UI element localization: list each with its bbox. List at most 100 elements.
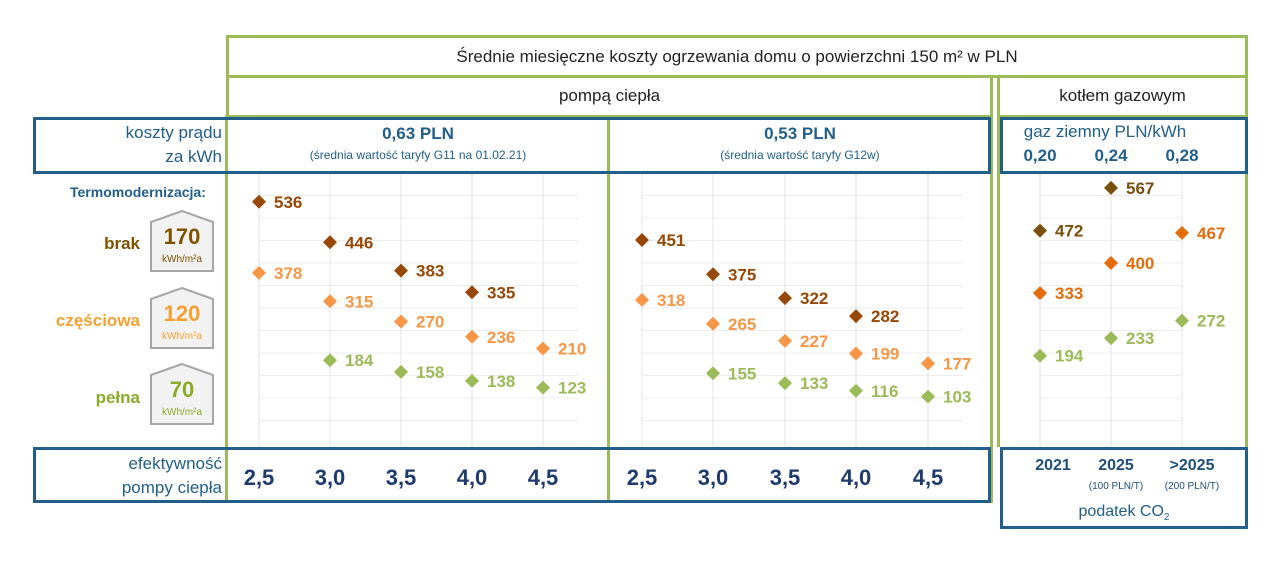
house-icon-partial: 120 kWh/m²a (150, 287, 214, 349)
data-label: 383 (416, 262, 444, 281)
heat-pump-label: pompą ciepła (558, 86, 661, 105)
data-point-częściowa (465, 329, 479, 344)
data-point-częściowa (1104, 256, 1118, 270)
efficiency-label-line1: efektywność (128, 454, 222, 473)
gas-price-1: 0,20 (1023, 146, 1057, 165)
x-tick-label: 3,5 (385, 465, 417, 490)
x-tick-label: 4,0 (840, 465, 872, 490)
efficiency-row (33, 447, 991, 503)
data-point-pełna (323, 353, 337, 368)
data-label: 400 (1126, 254, 1154, 273)
data-point-brak (394, 263, 408, 278)
data-point-pełna (849, 383, 863, 398)
data-label: 567 (1126, 179, 1154, 198)
data-label: 472 (1055, 222, 1083, 241)
data-label: 272 (1197, 312, 1225, 331)
data-point-pełna (778, 376, 792, 391)
x-tick-label: 2,5 (243, 465, 275, 490)
x-tick-label: 2025 (1098, 457, 1134, 474)
insulation-heading: Termomodernizacja: (70, 184, 206, 200)
tariff-g11: 0,63 PLN (średnia wartość taryfy G11 na … (228, 124, 608, 162)
data-label: 133 (800, 374, 828, 393)
x-tick-label: 3,0 (697, 465, 729, 490)
co2-tax-label-text: podatek CO (1078, 503, 1164, 520)
data-label: 199 (871, 344, 899, 363)
electricity-price-row (33, 117, 991, 174)
data-label: 446 (345, 233, 373, 252)
data-point-częściowa (706, 316, 720, 331)
data-label: 184 (345, 351, 374, 370)
data-point-częściowa (921, 356, 935, 371)
insulation-label-full: pełna (95, 388, 140, 407)
data-label: 103 (943, 388, 971, 407)
data-label: 138 (487, 372, 515, 391)
x-tick-label: >2025 (1169, 457, 1215, 474)
data-label: 227 (800, 332, 828, 351)
data-point-pełna (1033, 348, 1047, 363)
data-label: 177 (943, 354, 971, 373)
efficiency-label-line2: pompy ciepła (121, 478, 222, 497)
data-label: 536 (274, 193, 302, 212)
data-label: 335 (487, 283, 515, 302)
electricity-cost-label-line1: koszty prądu (125, 123, 222, 142)
x-tick-label: 4,5 (912, 465, 944, 490)
data-label: 378 (274, 264, 302, 283)
co2-tax-box (1000, 447, 1248, 529)
data-point-brak (849, 309, 863, 324)
data-point-pełna (394, 364, 408, 379)
data-point-częściowa (778, 333, 792, 348)
data-label: 322 (800, 289, 828, 308)
data-point-pełna (1104, 331, 1118, 346)
data-point-brak (635, 233, 649, 248)
data-label: 282 (871, 307, 899, 326)
insulation-unit-full: kWh/m²a (162, 407, 202, 418)
data-point-brak (1104, 180, 1118, 195)
insulation-unit-partial: kWh/m²a (162, 331, 202, 342)
x-tick-label: 3,5 (769, 465, 801, 490)
data-point-brak (778, 291, 792, 306)
data-label: 210 (558, 340, 586, 359)
panel-divider (225, 115, 228, 503)
chart-title-box: Średnie miesięczne koszty ogrzewania dom… (226, 35, 1248, 78)
data-point-pełna (921, 389, 935, 404)
data-point-brak (706, 267, 720, 282)
efficiency-label: efektywność pompy ciepła (40, 452, 222, 500)
data-label: 315 (345, 292, 373, 311)
data-point-częściowa (536, 341, 550, 356)
x-tick-label: 4,0 (456, 465, 488, 490)
data-point-brak (465, 285, 479, 300)
gas-price-3: 0,28 (1165, 146, 1199, 165)
data-label: 265 (728, 315, 756, 334)
tariff-g11-price: 0,63 PLN (382, 124, 454, 143)
co2-subscript: 2 (1163, 512, 1170, 524)
gas-price-box (1000, 117, 1248, 174)
data-point-częściowa (323, 294, 337, 309)
gas-price-2: 0,24 (1094, 146, 1128, 165)
panel-divider (997, 115, 1000, 447)
electricity-cost-label: koszty prądu za kWh (40, 121, 222, 169)
data-point-brak (323, 235, 337, 250)
insulation-value-partial: 120 (163, 301, 201, 326)
house-icon-none: 170 kWh/m²a (150, 210, 214, 272)
tariff-g12w: 0,53 PLN (średnia wartość taryfy G12w) (610, 124, 990, 162)
data-label: 467 (1197, 224, 1225, 243)
data-label: 194 (1055, 347, 1084, 366)
tariff-g11-note: (średnia wartość taryfy G11 na 01.02.21) (309, 148, 527, 162)
data-point-pełna (536, 380, 550, 395)
data-label: 233 (1126, 329, 1154, 348)
panel-divider (990, 115, 993, 503)
data-point-brak (252, 194, 266, 209)
data-point-częściowa (635, 292, 649, 307)
chart-title: Średnie miesięczne koszty ogrzewania dom… (456, 47, 1018, 66)
data-label: 375 (728, 265, 756, 284)
heat-pump-header: pompą ciepła (226, 75, 993, 118)
gas-price-label: gaz ziemny PLN/kWh (1023, 122, 1187, 141)
data-point-częściowa (252, 265, 266, 280)
insulation-value-full: 70 (169, 377, 195, 402)
data-label: 158 (416, 363, 444, 382)
house-icon-full: 70 kWh/m²a (150, 363, 214, 425)
data-label: 333 (1055, 284, 1083, 303)
co2-tax-label: podatek CO2 (1000, 503, 1248, 523)
data-label: 451 (657, 231, 685, 250)
x-tick-label: 2,5 (626, 465, 658, 490)
